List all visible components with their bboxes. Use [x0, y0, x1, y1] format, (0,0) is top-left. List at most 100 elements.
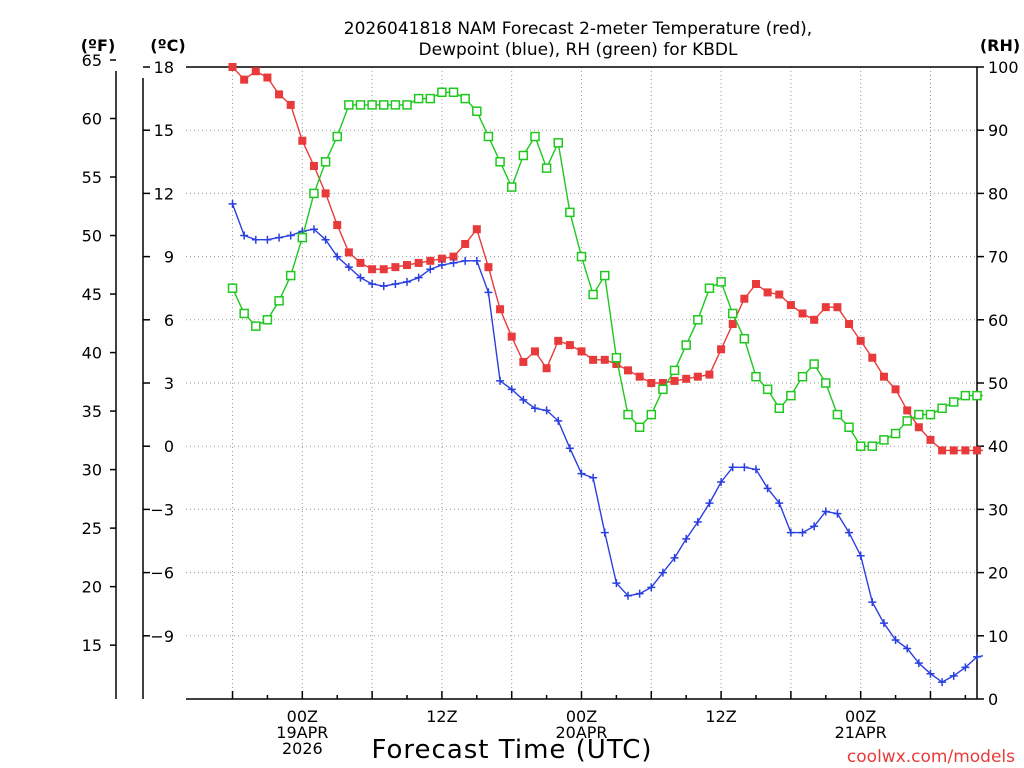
fahrenheit-tick-label: 50: [82, 227, 102, 246]
temperature-point: [519, 357, 528, 366]
temperature-point: [228, 63, 237, 71]
dewpoint-point: [985, 651, 993, 659]
dewpoint-point: [996, 649, 1004, 657]
temperature-point: [821, 303, 830, 312]
dewpoint-point: [1008, 642, 1016, 650]
rh-point: [693, 315, 703, 325]
rh-point: [634, 422, 645, 432]
dewpoint-point: [926, 669, 935, 678]
temperature-point: [973, 446, 981, 455]
series-dewpoint: [228, 199, 1016, 687]
temperature-point: [333, 221, 342, 229]
time-tick-label: 2026: [282, 739, 323, 758]
temperature-point: [507, 332, 516, 341]
series-layer: [227, 63, 1024, 687]
temperature-point: [321, 189, 330, 198]
rh-point: [437, 87, 447, 98]
rh-point: [739, 334, 750, 344]
rh-point: [1020, 455, 1024, 463]
grid-lines: [186, 66, 977, 699]
temperature-point: [856, 336, 865, 345]
temperature-point: [961, 446, 970, 455]
rh-point: [867, 441, 878, 451]
series-rh: [227, 87, 1024, 463]
dewpoint-point: [705, 499, 714, 508]
dewpoint-point: [833, 509, 842, 518]
rh-point: [588, 289, 598, 300]
dewpoint-point: [624, 591, 633, 600]
chart-title: 2026041818 NAM Forecast 2-meter Temperat…: [344, 19, 812, 60]
temperature-point: [670, 376, 679, 385]
rh-point: [320, 157, 331, 167]
time-tick-label: 00Z: [566, 707, 597, 726]
dewpoint-point: [775, 499, 784, 508]
rh-tick-label: 40: [988, 437, 1008, 456]
temperature-point: [1020, 373, 1024, 381]
temperature-point: [810, 315, 819, 324]
celsius-tick-label: −6: [150, 564, 174, 583]
temperature-point: [542, 364, 551, 373]
temperature-point: [356, 258, 365, 267]
dewpoint-point: [507, 385, 516, 394]
dewpoint-point: [938, 678, 947, 687]
temperature-point: [391, 263, 400, 272]
fahrenheit-axis: 15 20 25 30 35 40 45 50 55 60 65: [82, 51, 116, 655]
dewpoint-point: [251, 235, 260, 244]
rh-point: [914, 409, 924, 420]
rh-point: [251, 321, 261, 331]
dewpoint-line: [231, 203, 983, 683]
rh-point: [413, 93, 424, 104]
rh-point: [1008, 430, 1016, 438]
temperature-point: [437, 254, 446, 263]
temperature-point: [554, 336, 563, 345]
celsius-tick-label: 6: [164, 311, 174, 330]
dewpoint-point: [751, 465, 760, 474]
temperature-point: [240, 75, 249, 84]
dewpoint-point: [530, 404, 539, 413]
rh-point: [774, 403, 784, 414]
dewpoint-point: [577, 469, 586, 478]
temperature-point: [589, 355, 598, 364]
temperature-point: [693, 372, 702, 381]
rh-point: [262, 315, 273, 325]
rh-tick-label: 90: [988, 121, 1008, 140]
temperature-point: [728, 320, 737, 329]
rh-point: [332, 131, 342, 142]
dewpoint-point: [856, 551, 865, 560]
dewpoint-point: [763, 484, 772, 493]
rh-point: [611, 352, 622, 363]
credit-text: coolwx.com/models: [847, 747, 1015, 767]
temperature-point: [286, 100, 295, 109]
temperature-point: [751, 279, 760, 288]
fahrenheit-tick-label: 40: [82, 344, 102, 363]
dewpoint-point: [472, 256, 481, 265]
temperature-point: [740, 294, 749, 303]
rh-point: [390, 100, 401, 110]
dewpoint-point: [903, 644, 912, 653]
temperature-point: [484, 263, 493, 272]
temperature-point: [682, 374, 691, 383]
celsius-tick-label: 18: [154, 58, 174, 77]
dewpoint-point: [309, 225, 318, 234]
rh-point: [925, 409, 936, 420]
rh-point: [902, 416, 912, 426]
dewpoint-point: [868, 598, 877, 607]
rh-tick-label: 50: [988, 374, 1008, 393]
celsius-tick-label: 3: [164, 374, 174, 393]
rh-point: [576, 251, 587, 262]
rh-point: [855, 441, 866, 451]
time-tick-label: 12Z: [426, 707, 457, 726]
rh-point: [297, 232, 308, 243]
temperature-point: [403, 261, 412, 270]
dewpoint-point: [333, 252, 342, 261]
dewpoint-point: [414, 273, 423, 282]
rh-point: [646, 409, 657, 420]
temperature-point: [298, 136, 307, 145]
temperature-point: [926, 435, 935, 444]
rh-point: [285, 270, 296, 281]
temperature-point: [263, 73, 272, 82]
temperature-point: [705, 370, 714, 379]
title-line-2: Dewpoint (blue), RH (green) for KBDL: [419, 40, 738, 60]
rh-point: [879, 435, 889, 445]
